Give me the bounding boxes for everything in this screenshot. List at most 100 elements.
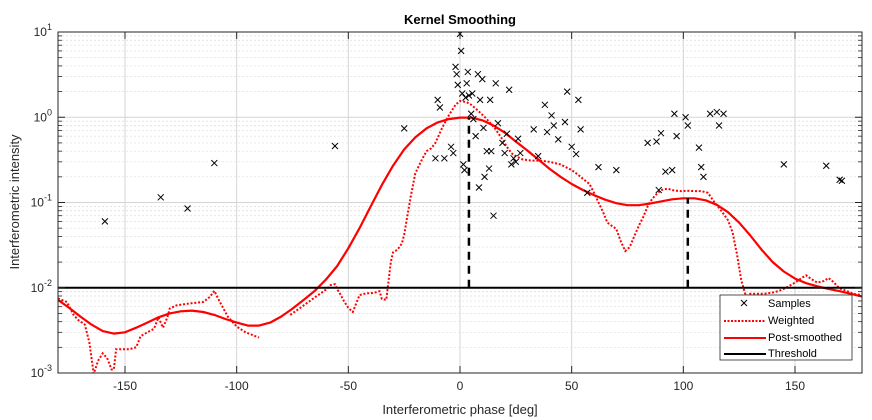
sample-x-stroke xyxy=(454,81,462,89)
sample-point xyxy=(838,177,846,185)
sample-point xyxy=(671,110,678,118)
sample-point xyxy=(449,149,457,157)
legend-label-threshold: Threshold xyxy=(768,348,817,360)
sample-point xyxy=(461,166,468,174)
sample-point xyxy=(550,122,558,129)
sample-point xyxy=(715,122,723,129)
sample-x-stroke xyxy=(653,138,660,145)
sample-point xyxy=(668,166,676,174)
sample-point xyxy=(836,176,844,184)
sample-point xyxy=(470,115,477,123)
sample-point xyxy=(657,129,665,137)
sample-point xyxy=(472,132,479,140)
sample-x-stroke xyxy=(157,193,165,201)
sample-x-stroke xyxy=(470,115,477,123)
sample-x-stroke xyxy=(822,162,830,170)
sample-point xyxy=(464,68,472,76)
sample-point xyxy=(447,143,455,151)
sample-point xyxy=(682,113,689,121)
sample-point xyxy=(436,104,444,111)
sample-point xyxy=(503,130,511,138)
legend-label-samples: Samples xyxy=(768,298,811,310)
sample-point xyxy=(516,149,524,157)
sample-point xyxy=(780,161,788,168)
sample-x-stroke xyxy=(400,125,408,132)
y-tick-label: 10-3 xyxy=(31,363,52,380)
legend-marker-x-icon xyxy=(740,299,748,307)
sample-point xyxy=(432,154,439,162)
sample-x-stroke xyxy=(462,94,469,101)
legend-item-post-smoothed[interactable]: Post-smoothed xyxy=(724,332,842,344)
sample-point xyxy=(458,90,466,97)
sample-x-stroke xyxy=(465,92,473,99)
sample-x-stroke xyxy=(481,173,488,181)
sample-point xyxy=(331,142,339,150)
sample-x-stroke xyxy=(499,139,506,147)
sample-x-stroke xyxy=(548,112,555,119)
sample-point xyxy=(101,218,109,225)
sample-point xyxy=(575,96,582,104)
sample-point xyxy=(475,184,483,191)
sample-point xyxy=(534,152,542,160)
sample-x-stroke xyxy=(673,132,680,140)
sample-x-stroke xyxy=(210,159,218,167)
sample-x-stroke xyxy=(530,126,538,133)
sample-x-stroke xyxy=(516,149,524,157)
sample-point xyxy=(563,88,571,95)
sample-x-stroke xyxy=(534,152,542,160)
sample-x-stroke xyxy=(541,101,549,109)
y-tick-label: 10-1 xyxy=(31,193,52,210)
sample-point xyxy=(478,75,486,83)
sample-x-stroke xyxy=(468,90,476,97)
x-tick-label: -50 xyxy=(340,379,358,393)
y-tick-label: 10-2 xyxy=(31,278,52,295)
sample-x-stroke xyxy=(836,176,844,184)
sample-point xyxy=(822,162,830,170)
sample-x-stroke xyxy=(684,122,692,129)
sample-x-stroke xyxy=(472,132,479,140)
sample-x-stroke xyxy=(487,147,495,155)
x-axis-label: Interferometric phase [deg] xyxy=(382,402,537,417)
sample-x-stroke xyxy=(568,143,576,151)
sample-point xyxy=(467,110,475,118)
sample-x-stroke xyxy=(720,110,727,118)
x-tick-label: 100 xyxy=(673,379,693,393)
sample-point xyxy=(561,118,569,126)
sample-x-stroke xyxy=(463,79,471,87)
sample-x-stroke xyxy=(695,144,703,151)
sample-x-stroke xyxy=(490,212,497,220)
sample-x-stroke xyxy=(512,158,520,166)
sample-x-stroke xyxy=(577,126,584,133)
sample-point xyxy=(501,149,509,157)
x-tick-label: -150 xyxy=(113,379,137,393)
x-tick-label: 150 xyxy=(785,379,805,393)
y-tick-label: 100 xyxy=(34,107,52,124)
sample-x-stroke xyxy=(461,166,468,174)
legend-item-samples[interactable]: Samples xyxy=(740,298,811,310)
sample-x-stroke xyxy=(550,122,558,129)
x-tick-label: 0 xyxy=(457,379,464,393)
sample-x-stroke xyxy=(644,139,651,147)
sample-x-stroke xyxy=(101,218,109,225)
legend-item-weighted[interactable]: Weighted xyxy=(724,315,814,327)
sample-point xyxy=(485,165,493,172)
legend-item-threshold[interactable]: Threshold xyxy=(724,348,817,360)
weighted-curve xyxy=(289,99,862,316)
sample-point xyxy=(492,79,500,87)
sample-point xyxy=(462,94,469,101)
sample-x-stroke xyxy=(505,86,513,94)
sample-x-stroke xyxy=(501,149,509,157)
sample-x-stroke xyxy=(838,177,846,185)
x-tick-label: -100 xyxy=(225,379,249,393)
sample-point xyxy=(452,63,459,71)
sample-point xyxy=(514,135,522,143)
sample-point xyxy=(541,101,549,109)
legend[interactable]: Samples Weighted Post-smoothed Threshold xyxy=(719,294,853,361)
sample-point xyxy=(505,86,513,94)
sample-point xyxy=(684,122,692,129)
sample-x-stroke xyxy=(713,108,721,116)
post-smoothed-curve xyxy=(58,116,862,335)
sample-point xyxy=(548,112,555,119)
sample-x-stroke xyxy=(780,161,788,168)
